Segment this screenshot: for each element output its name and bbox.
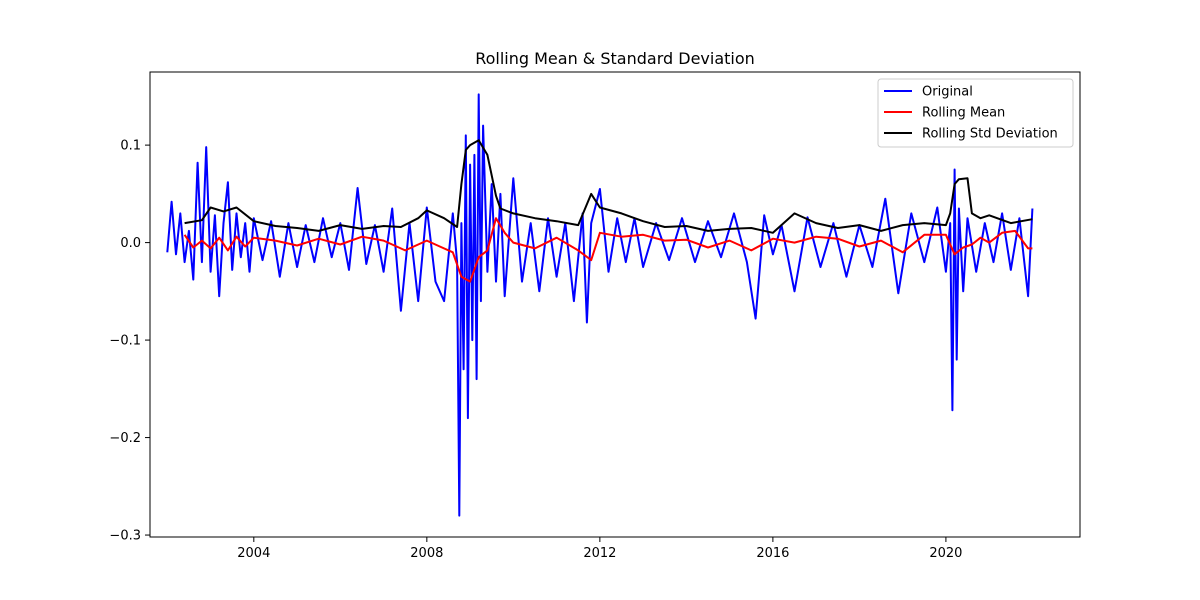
chart-title: Rolling Mean & Standard Deviation <box>475 49 755 68</box>
series-line-original <box>166 93 1034 517</box>
legend-box <box>877 78 1074 148</box>
legend: Original Rolling Mean Rolling Std Deviatio… <box>877 78 1074 148</box>
y-tick-label: −0.1 <box>109 334 141 349</box>
y-tick-label: −0.3 <box>109 529 141 544</box>
x-tick-label: 2016 <box>756 546 789 561</box>
y-tick-label: 0.1 <box>120 139 141 154</box>
x-tick-label: 2008 <box>410 546 443 561</box>
y-tick-label: −0.2 <box>109 431 141 446</box>
legend-label: Rolling Std Deviation <box>922 127 1058 142</box>
series-line-rolling-std-deviation <box>184 139 1033 234</box>
x-tick-label: 2004 <box>237 546 270 561</box>
x-tick-label: 2020 <box>929 546 962 561</box>
series-line-rolling-mean <box>183 217 1033 283</box>
axes-layer: 2004 2008 2012 2016 2020 −0.3 −0.2 −0.1 0.0 0.1 <box>109 139 962 561</box>
plot-frame <box>149 71 1081 538</box>
series-layer <box>166 93 1034 517</box>
x-tick-label: 2012 <box>583 546 616 561</box>
legend-label: Original <box>922 85 973 100</box>
y-tick-label: 0.0 <box>120 236 141 251</box>
legend-label: Rolling Mean <box>922 106 1005 121</box>
